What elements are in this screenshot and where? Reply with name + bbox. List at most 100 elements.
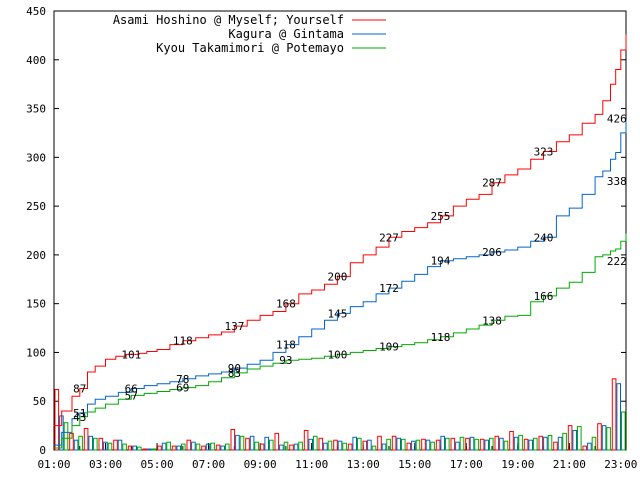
- hourly-bar: [303, 430, 309, 451]
- y-tick-label: 0: [39, 444, 46, 457]
- hourly-bar: [391, 435, 397, 451]
- hourly-bar: [157, 445, 162, 451]
- y-tick-label: 300: [26, 151, 46, 164]
- hourly-bar: [235, 434, 240, 451]
- hourly-bar: [318, 437, 324, 451]
- data-label: 168: [276, 298, 296, 311]
- hourly-bar: [201, 445, 206, 451]
- hourly-bar: [553, 441, 558, 451]
- data-label: 51: [73, 407, 86, 420]
- hourly-bar: [562, 432, 567, 451]
- data-label: 43: [73, 411, 86, 424]
- series-line: [54, 34, 627, 427]
- hourly-bar: [215, 444, 221, 451]
- hourly-bar: [411, 440, 416, 451]
- data-label: 137: [224, 320, 244, 333]
- series-lines: [54, 34, 627, 449]
- hourly-bar: [283, 441, 289, 451]
- hourly-bar: [547, 434, 553, 451]
- hourly-bar: [396, 437, 401, 451]
- data-labels: 87 101 118 137 168 200 227 255 287 323 426 51 66 78 90…: [73, 112, 627, 423]
- hourly-bar: [132, 445, 137, 451]
- hourly-bar: [205, 443, 211, 451]
- x-tick-label: 07:00: [192, 458, 225, 471]
- hourly-bar: [98, 437, 104, 451]
- hourly-bar: [337, 440, 343, 451]
- data-label: 338: [607, 175, 627, 188]
- hourly-bar: [127, 445, 133, 451]
- x-tick-label: 19:00: [501, 458, 534, 471]
- hourly-bar: [279, 444, 284, 451]
- hourly-bar: [577, 426, 582, 451]
- hourly-bar: [161, 442, 167, 451]
- data-label: 200: [327, 270, 347, 283]
- data-label: 166: [534, 290, 554, 303]
- hourly-bar: [567, 425, 573, 451]
- x-tick-label: 17:00: [450, 458, 483, 471]
- hourly-bar: [323, 442, 328, 451]
- hourly-bar: [469, 436, 475, 451]
- hourly-bar: [503, 440, 509, 451]
- data-label: 66: [125, 383, 138, 396]
- hourly-bar: [308, 438, 313, 451]
- data-label: 78: [176, 373, 189, 386]
- hourly-bar: [107, 442, 113, 451]
- legend-entry-label: Asami Hoshino @ Myself; Yourself: [113, 13, 344, 27]
- hourly-bar: [518, 434, 523, 451]
- hourly-bar: [572, 430, 578, 451]
- hourly-bar: [181, 443, 186, 451]
- data-label: 100: [327, 348, 347, 361]
- hourly-bar: [377, 435, 382, 451]
- hourly-bar: [298, 441, 303, 451]
- hourly-bar: [269, 439, 274, 451]
- hourly-bar: [347, 443, 353, 451]
- data-label: 57: [125, 389, 138, 402]
- hourly-bar: [151, 448, 157, 451]
- hourly-bar: [528, 439, 534, 451]
- hourly-bar: [533, 437, 538, 451]
- hourly-bar: [509, 431, 514, 451]
- hourly-bar: [401, 438, 406, 451]
- hourly-bar: [611, 378, 617, 451]
- x-tick-label: 09:00: [244, 458, 277, 471]
- hourly-bar: [293, 443, 299, 451]
- hourly-bar: [557, 436, 563, 451]
- data-label: 426: [607, 112, 627, 125]
- data-label: 287: [482, 177, 502, 190]
- hourly-bar: [313, 435, 318, 451]
- legend-entry-label: Kagura @ Gintama: [228, 27, 344, 41]
- hourly-bar: [479, 438, 485, 451]
- data-label: 138: [482, 314, 502, 327]
- data-label: 194: [431, 255, 451, 268]
- hourly-bar: [117, 439, 123, 451]
- hourly-bar: [103, 441, 108, 451]
- series-line: [54, 233, 627, 449]
- data-label: 109: [379, 341, 399, 354]
- hourly-bar: [371, 445, 377, 451]
- hourly-bar: [333, 439, 338, 451]
- hourly-bar: [195, 443, 201, 451]
- x-tick-label: 13:00: [347, 458, 380, 471]
- data-label: 240: [534, 231, 554, 244]
- x-tick-label: 11:00: [295, 458, 328, 471]
- data-label: 83: [228, 367, 241, 380]
- hourly-bar: [186, 439, 192, 451]
- hourly-bar: [499, 437, 504, 451]
- hourly-bar: [513, 436, 519, 451]
- data-label: 206: [482, 246, 502, 259]
- hourly-bar: [166, 441, 171, 451]
- data-label: 69: [176, 382, 189, 395]
- hourly-bar: [538, 435, 544, 451]
- data-label: 101: [121, 348, 141, 361]
- hourly-bar: [435, 439, 441, 451]
- data-label: 118: [431, 331, 451, 344]
- y-tick-label: 150: [26, 298, 46, 311]
- hourly-bar: [606, 427, 611, 451]
- hourly-bar: [63, 422, 69, 451]
- data-label: 222: [607, 255, 627, 268]
- hourly-bar: [386, 438, 391, 451]
- hourly-bar: [440, 435, 445, 451]
- data-label: 93: [279, 354, 292, 367]
